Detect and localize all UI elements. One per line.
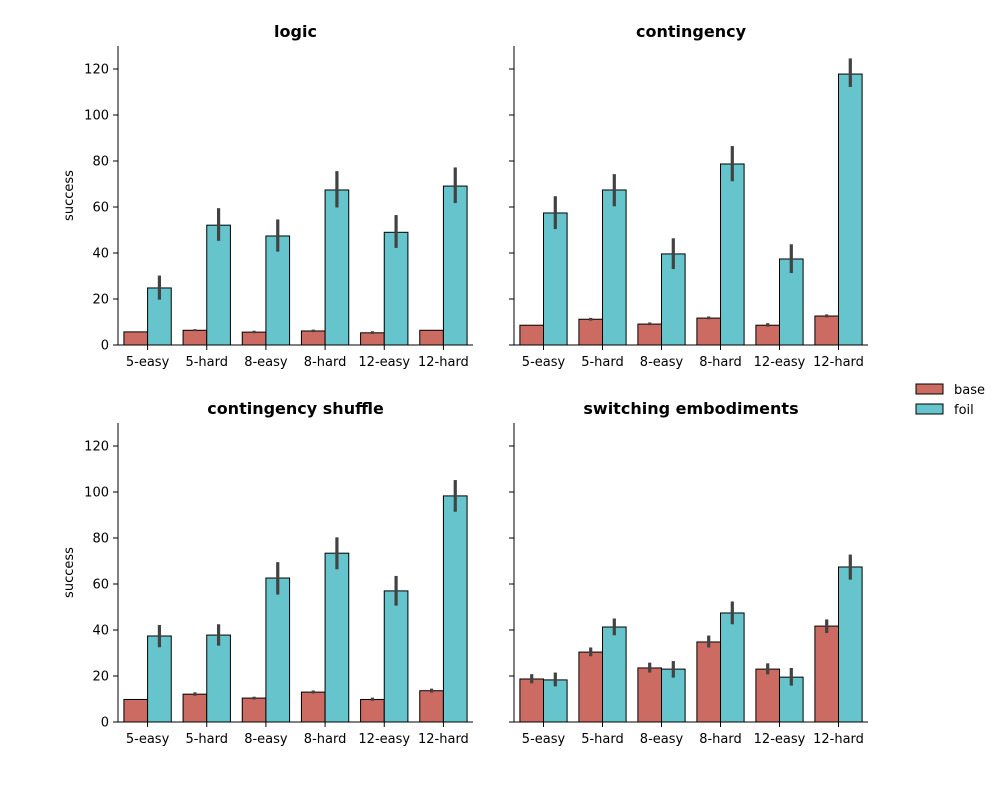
bar-base-5-easy	[123, 331, 149, 346]
bar-base-12-easy	[755, 324, 781, 346]
x-tick-label: 12-easy	[754, 732, 806, 747]
bar-foil-12-hard	[838, 73, 863, 346]
legend: base foil	[915, 383, 985, 418]
y-axis-label: success	[62, 547, 77, 598]
x-tick-label: 8-hard	[304, 355, 347, 370]
bar-foil-5-hard	[602, 626, 627, 723]
bar-base-5-easy	[123, 698, 149, 723]
x-tick-label: 5-easy	[522, 732, 566, 747]
bar-foil-8-hard	[720, 612, 745, 723]
bar-base-12-easy	[360, 698, 385, 723]
bar-base-8-easy	[637, 323, 663, 346]
bar-base-12-easy	[755, 668, 781, 723]
bar-foil-8-hard	[720, 163, 745, 346]
panel-title: contingency shuffle	[207, 399, 384, 418]
x-tick-label: 12-easy	[358, 355, 410, 370]
x-tick-label: 5-easy	[126, 732, 170, 747]
x-tick-label: 8-easy	[640, 732, 684, 747]
bar-base-8-hard	[696, 641, 722, 723]
bar-foil-12-hard	[838, 566, 863, 723]
x-tick-label: 12-hard	[813, 355, 864, 370]
bar-foil-5-hard	[206, 634, 231, 723]
panel-title: switching embodiments	[583, 399, 798, 418]
y-tick-label: 120	[84, 440, 109, 455]
bar-foil-5-easy	[147, 635, 172, 723]
x-tick-label: 12-hard	[418, 732, 469, 747]
bar-base-12-hard	[419, 329, 444, 346]
x-tick-label: 8-easy	[640, 355, 684, 370]
y-tick-label: 60	[92, 201, 109, 216]
bar-foil-5-hard	[206, 224, 231, 346]
y-tick-label: 100	[84, 486, 109, 501]
bar-foil-12-hard	[442, 185, 468, 346]
x-tick-label: 12-easy	[358, 732, 410, 747]
x-tick-label: 8-easy	[244, 732, 288, 747]
x-tick-label: 12-hard	[418, 355, 469, 370]
bar-base-5-easy	[519, 324, 545, 346]
x-tick-label: 8-hard	[699, 732, 742, 747]
bar-foil-5-easy	[543, 212, 568, 346]
bar-foil-12-hard	[442, 495, 468, 723]
x-tick-label: 12-hard	[813, 732, 864, 747]
x-tick-label: 5-hard	[581, 732, 624, 747]
bar-base-12-hard	[419, 690, 444, 723]
y-tick-label: 0	[101, 716, 109, 731]
y-tick-label: 80	[92, 532, 109, 547]
panel-1: logic success 0 20 40 60 80 100 120 5-easy 5-hard 8…	[62, 22, 473, 370]
panel-title: logic	[274, 22, 317, 41]
bar-base-8-easy	[241, 697, 267, 723]
bar-base-12-hard	[814, 315, 840, 346]
x-tick-label: 5-hard	[185, 732, 228, 747]
panel-title: contingency	[636, 22, 747, 41]
bar-foil-5-hard	[602, 189, 627, 346]
panel-4: switching embodiments 5-easy 5-hard 8-easy 8…	[509, 399, 868, 747]
y-tick-label: 0	[101, 339, 109, 354]
x-tick-label: 5-hard	[185, 355, 228, 370]
y-tick-label: 40	[92, 247, 109, 262]
bar-base-8-hard	[300, 330, 326, 346]
bar-base-5-hard	[182, 693, 208, 723]
y-tick-label: 60	[92, 578, 109, 593]
y-tick-label: 40	[92, 624, 109, 639]
legend-swatch-foil	[915, 403, 944, 415]
y-tick-label: 80	[92, 155, 109, 170]
x-tick-label: 5-hard	[581, 355, 624, 370]
bar-base-8-hard	[696, 317, 722, 346]
bar-base-5-hard	[578, 318, 604, 346]
x-tick-label: 8-easy	[244, 355, 288, 370]
bar-foil-12-easy	[383, 590, 409, 723]
x-tick-label: 8-hard	[699, 355, 742, 370]
legend-label-foil: foil	[954, 403, 974, 418]
x-tick-label: 5-easy	[522, 355, 566, 370]
bar-base-8-easy	[241, 331, 267, 346]
bar-base-5-hard	[182, 329, 208, 346]
panel-3: contingency shuffle success 0 20 40 60 80 100 12…	[62, 399, 473, 747]
x-tick-label: 5-easy	[126, 355, 170, 370]
bar-foil-12-easy	[383, 231, 409, 346]
legend-label-base: base	[954, 383, 985, 398]
bar-base-5-easy	[519, 678, 545, 723]
y-tick-label: 20	[92, 670, 109, 685]
y-tick-label: 100	[84, 109, 109, 124]
x-tick-label: 12-easy	[754, 355, 806, 370]
y-tick-label: 120	[84, 63, 109, 78]
y-tick-label: 20	[92, 293, 109, 308]
bar-foil-8-easy	[265, 577, 291, 723]
bar-base-12-hard	[814, 625, 840, 723]
panel-2: contingency 5-easy 5-hard 8-easy 8-hard 12-ea…	[509, 22, 868, 370]
bar-foil-8-easy	[265, 235, 291, 346]
bar-base-8-easy	[637, 667, 663, 723]
bar-base-8-hard	[300, 691, 326, 723]
bar-foil-8-hard	[324, 552, 350, 723]
y-axis-label: success	[62, 170, 77, 221]
bar-base-5-hard	[578, 651, 604, 723]
bar-foil-8-hard	[324, 189, 350, 346]
legend-swatch-base	[915, 383, 944, 395]
bar-base-12-easy	[360, 332, 385, 346]
x-tick-label: 8-hard	[304, 732, 347, 747]
